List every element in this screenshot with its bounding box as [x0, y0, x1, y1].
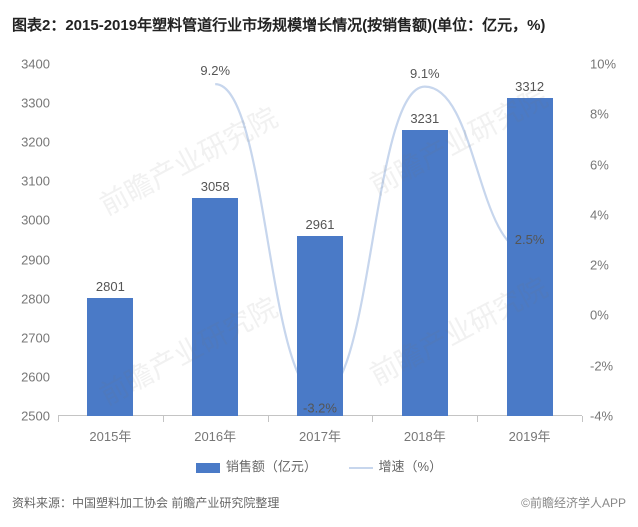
bar-value-label: 2801	[70, 279, 150, 294]
footer-brand: ©前瞻经济学人APP	[521, 494, 626, 511]
legend-label-line: 增速（%）	[379, 459, 443, 474]
x-tick-label: 2016年	[194, 416, 236, 445]
x-tick-mark	[268, 416, 269, 422]
y-right-tick-label: 10%	[582, 57, 616, 72]
x-tick-label: 2015年	[89, 416, 131, 445]
growth-line	[215, 84, 529, 396]
bar-value-label: 3058	[175, 179, 255, 194]
line-value-label: 9.2%	[200, 63, 230, 78]
chart-title: 图表2：2015-2019年塑料管道行业市场规模增长情况(按销售额)(单位：亿元…	[0, 0, 638, 35]
x-tick-label: 2018年	[404, 416, 446, 445]
bar	[507, 98, 553, 416]
bar-value-label: 3231	[385, 111, 465, 126]
bar	[297, 236, 343, 416]
bar-value-label: 2961	[280, 217, 360, 232]
y-left-tick-label: 3300	[21, 96, 58, 111]
y-right-tick-label: 8%	[582, 107, 609, 122]
x-tick-mark	[582, 416, 583, 422]
line-value-label: -3.2%	[303, 400, 337, 415]
y-left-tick-label: 3000	[21, 213, 58, 228]
y-left-tick-label: 2700	[21, 330, 58, 345]
legend-item-line: 增速（%）	[349, 456, 443, 475]
bar	[87, 298, 133, 416]
y-left-tick-label: 2500	[21, 409, 58, 424]
y-left-tick-label: 2600	[21, 369, 58, 384]
legend-label-bar: 销售额（亿元）	[226, 459, 317, 474]
x-tick-mark	[163, 416, 164, 422]
y-left-tick-label: 3100	[21, 174, 58, 189]
y-right-tick-label: -4%	[582, 409, 613, 424]
bar	[192, 198, 238, 416]
x-tick-label: 2019年	[509, 416, 551, 445]
y-right-tick-label: 4%	[582, 207, 609, 222]
legend-item-bar: 销售额（亿元）	[196, 456, 317, 475]
bar-value-label: 3312	[490, 79, 570, 94]
y-left-tick-label: 3200	[21, 135, 58, 150]
legend-swatch-line	[349, 467, 373, 469]
bar	[402, 130, 448, 416]
chart-area: 2500260027002800290030003100320033003400…	[58, 64, 582, 416]
y-left-tick-label: 2800	[21, 291, 58, 306]
line-value-label: 2.5%	[515, 232, 545, 247]
legend-swatch-bar	[196, 463, 220, 473]
y-right-tick-label: 6%	[582, 157, 609, 172]
plot: 2500260027002800290030003100320033003400…	[58, 64, 582, 416]
x-tick-mark	[58, 416, 59, 422]
y-right-tick-label: -2%	[582, 358, 613, 373]
x-tick-mark	[477, 416, 478, 422]
x-tick-mark	[372, 416, 373, 422]
y-right-tick-label: 0%	[582, 308, 609, 323]
footer-source: 资料来源：中国塑料加工协会 前瞻产业研究院整理	[12, 494, 279, 511]
line-value-label: 9.1%	[410, 66, 440, 81]
legend: 销售额（亿元） 增速（%）	[0, 456, 638, 475]
y-right-tick-label: 2%	[582, 258, 609, 273]
y-left-tick-label: 2900	[21, 252, 58, 267]
x-tick-label: 2017年	[299, 416, 341, 445]
y-left-tick-label: 3400	[21, 57, 58, 72]
